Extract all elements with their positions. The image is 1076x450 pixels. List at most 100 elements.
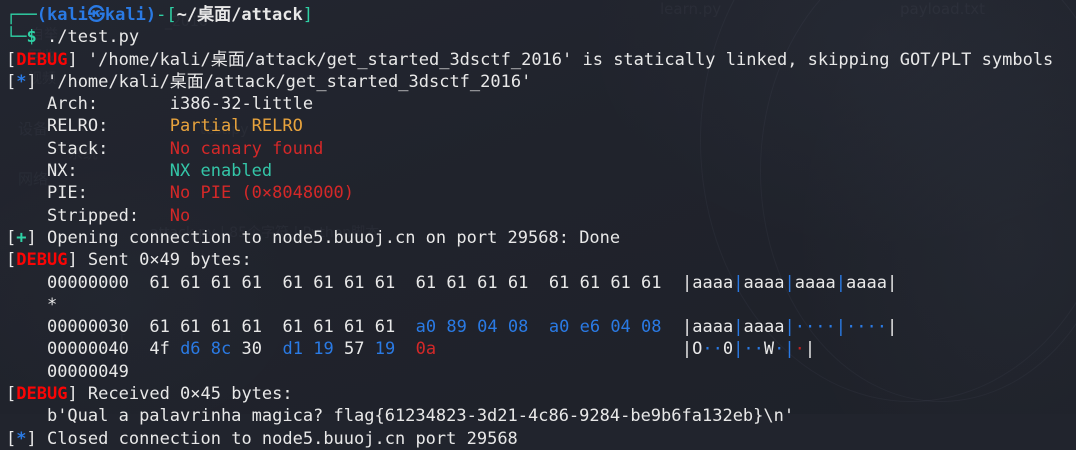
info-tag: * (16, 428, 27, 449)
log-line-sent: [DEBUG] Sent 0×49 bytes: (6, 250, 252, 271)
hexdump-byte: 61 (282, 272, 303, 293)
log-line-info-path: [*] '/home/kali/桌面/attack/get_started_3d… (6, 71, 532, 92)
hexdump-ascii-char: · (856, 317, 867, 338)
checksec-row-stack: Stack: No canary found (6, 138, 1076, 160)
checksec-row-stripped: Stripped: No (6, 205, 1076, 227)
prompt-bracket-close: ] (302, 5, 313, 25)
log-line-received: [DEBUG] Received 0×45 bytes: (6, 384, 293, 405)
log-text: Received 0×45 bytes: (77, 384, 293, 405)
hexdump-ascii-char: a (846, 272, 857, 293)
hexdump-ascii-char: W (763, 339, 775, 360)
prompt-line-command[interactable]: └─$ ./test.py (6, 26, 1076, 48)
hexdump-ascii-char: · (866, 317, 877, 338)
log-line-open-connection: [+] Opening connection to node5.buuoj.cn… (6, 227, 621, 248)
hexdump-total-value: 00000049 (46, 361, 129, 382)
hexdump-byte: a0 (415, 317, 437, 338)
debug-tag: DEBUG (16, 49, 68, 70)
checksec-value: No (169, 205, 191, 226)
hexdump-byte: 04 (610, 317, 631, 338)
log-text: Closed connection to node5.buuoj.cn port… (36, 428, 518, 449)
checksec-label: Stack: (46, 138, 109, 159)
hexdump-byte: 61 (210, 317, 232, 338)
hexdump-byte: 61 (579, 272, 601, 293)
checksec-label: Arch: (46, 94, 99, 115)
hexdump-ascii-separator: | (784, 339, 795, 360)
checksec-label: NX: (46, 161, 78, 182)
debug-tag: DEBUG (16, 384, 68, 405)
hexdump-offset: 00000040 (46, 339, 129, 360)
prompt-bracket-open: [ (166, 5, 177, 25)
hexdump-byte: e6 (579, 317, 601, 338)
hexdump-ascii-char: a (702, 317, 713, 338)
hexdump-row: 00000000 61 61 61 61 61 61 61 61 61 61 6… (6, 272, 1076, 294)
checksec-pad (98, 94, 170, 114)
hexdump-ascii-char: · (825, 317, 836, 338)
prompt-host: kali (104, 5, 146, 25)
hexdump-row: 00000040 4f d6 8c 30 d1 19 57 19 0a |O··… (6, 338, 1076, 360)
hexdump-ascii-char: a (825, 272, 836, 293)
hexdump-ascii-separator: | (733, 339, 744, 360)
hexdump-ascii-char: a (805, 272, 816, 293)
hexdump-byte: 61 (149, 272, 170, 293)
hexdump-total-length: 00000049 (6, 361, 1076, 383)
hexdump-byte: 61 (149, 317, 170, 338)
prompt-paren-close: ) (145, 5, 157, 25)
hexdump-ascii-char: a (712, 317, 724, 338)
checksec-pad (88, 183, 170, 203)
prompt-line-top: ┌──(kali㉿kali)-[~/桌面/attack] (6, 4, 1076, 26)
hexdump-ascii-char: · (774, 339, 785, 360)
hexdump-byte: 8c (210, 339, 232, 360)
ok-tag: + (16, 227, 27, 248)
hexdump-byte: 61 (641, 272, 662, 293)
checksec-row-pie: PIE: No PIE (0×8048000) (6, 182, 1076, 204)
hexdump-offset: 00000000 (46, 272, 129, 293)
hexdump-ascii-char: a (723, 317, 734, 338)
checksec-pad (78, 161, 170, 181)
hexdump-row: 00000030 61 61 61 61 61 61 61 61 a0 89 0… (6, 316, 1076, 338)
hexdump-byte: 61 (313, 272, 334, 293)
checksec-value: No canary found (169, 138, 324, 159)
prompt-corner-bottom: └─ (6, 27, 27, 48)
hexdump-ascii-char: · (815, 317, 826, 338)
hexdump-byte: d6 (180, 339, 201, 360)
checksec-value: NX enabled (169, 161, 273, 182)
log-line-closed: [*] Closed connection to node5.buuoj.cn … (6, 428, 518, 449)
hexdump-ascii-separator: | (681, 339, 693, 360)
hexdump-ascii-separator: | (733, 272, 744, 293)
hexdump-byte: 61 (446, 272, 467, 293)
hexdump-ascii-separator: | (784, 272, 795, 293)
info-tag: * (16, 71, 27, 92)
log-text: Opening connection to node5.buuoj.cn on … (36, 227, 621, 248)
prompt-dash: - (156, 5, 167, 25)
hexdump-ascii-char: · (753, 339, 764, 360)
hexdump-byte: 89 (446, 317, 467, 338)
hexdump-ascii-char: a (702, 272, 713, 293)
prompt-user: kali (46, 5, 88, 25)
hexdump-ascii-char: · (702, 339, 713, 360)
hexdump-ascii-char: a (764, 317, 775, 338)
hexdump-ascii-separator: | (733, 317, 744, 338)
hexdump-byte: 61 (610, 272, 631, 293)
hexdump-ascii-char: · (743, 339, 754, 360)
checksec-row-arch: Arch: i386-32-little (6, 93, 1076, 115)
hexdump-ascii-separator: | (682, 317, 693, 338)
hexdump-ascii-char: · (876, 317, 888, 338)
hexdump-byte: 61 (313, 317, 334, 338)
hexdump-ascii-char: a (723, 272, 734, 293)
prompt-path: ~/桌面/attack (176, 5, 303, 25)
log-line-debug-static: [DEBUG] '/home/kali/桌面/attack/get_starte… (6, 49, 1054, 70)
prompt-dollar: $ (26, 27, 37, 48)
hexdump-byte: 61 (180, 317, 201, 338)
hexdump-ascii-char: a (764, 272, 775, 293)
hexdump-ascii-char: a (774, 317, 785, 338)
checksec-value: Partial RELRO (169, 116, 303, 137)
hexdump-ascii-separator: | (784, 317, 795, 338)
hexdump-ascii-char: a (866, 272, 877, 293)
hexdump-repeat-marker: * (6, 294, 1076, 316)
hexdump-ascii-char: a (712, 272, 724, 293)
checksec-row-relro: RELRO: Partial RELRO (6, 115, 1076, 137)
hexdump-byte: 57 (343, 339, 365, 360)
log-text: '/home/kali/桌面/attack/get_started_3dsctf… (36, 71, 532, 92)
hexdump-ascii-separator: | (887, 272, 898, 293)
